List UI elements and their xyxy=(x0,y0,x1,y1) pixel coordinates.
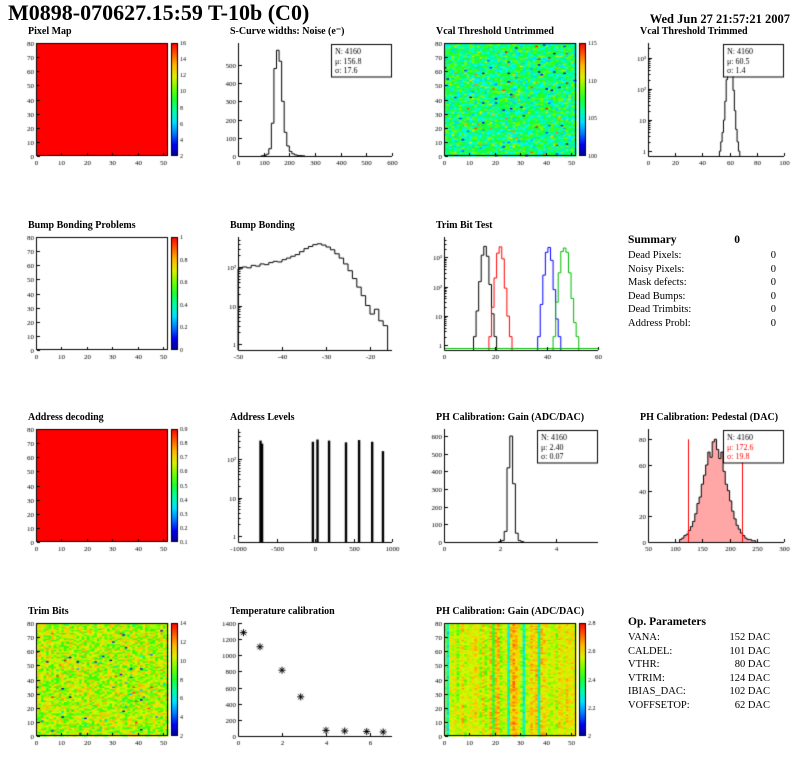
plot-title: Pixel Map xyxy=(28,26,72,37)
bump-problems-canvas xyxy=(8,232,198,364)
summary-row-value: 0 xyxy=(770,304,776,315)
plot-temperature-calibration: Temperature calibration xyxy=(210,606,402,750)
summary-row: Address Probl: 0 xyxy=(628,317,776,331)
plot-title: PH Calibration: Gain (ADC/DAC) xyxy=(436,606,585,617)
op-parameter-label: CALDEL: xyxy=(628,645,673,657)
op-parameter-row: VOFFSETOP: 62 DAC xyxy=(628,699,770,713)
plot-title: Trim Bit Test xyxy=(436,220,493,231)
summary-row-label: Mask defects: xyxy=(628,277,687,288)
plot-title: Bump Bonding xyxy=(230,220,295,231)
summary-row-label: Address Probl: xyxy=(628,317,691,329)
op-parameter-value: 62 DAC xyxy=(734,699,770,711)
plot-pixel-map: Pixel Map xyxy=(8,26,200,170)
op-parameter-row: IBIAS_DAC: 102 DAC xyxy=(628,685,770,699)
summary-row-label: Dead Trimbits: xyxy=(628,304,692,315)
plot-title: Vcal Threshold Trimmed xyxy=(640,26,748,37)
plot-title: Vcal Threshold Untrimmed xyxy=(436,26,554,37)
plot-title: S-Curve widths: Noise (e⁻) xyxy=(230,26,345,37)
scurve-noise-canvas xyxy=(210,38,400,170)
summary-row-label: Dead Pixels: xyxy=(628,250,682,261)
plot-vcal-threshold-trimmed: Vcal Threshold Trimmed xyxy=(620,26,792,170)
summary-title: Summary xyxy=(628,234,677,246)
op-parameter-label: VANA: xyxy=(628,632,660,643)
op-parameter-value: 124 DAC xyxy=(729,672,770,684)
plot-title: Temperature calibration xyxy=(230,606,335,617)
plot-ph-gain-hist: PH Calibration: Gain (ADC/DAC) xyxy=(416,412,608,556)
summary-row: Dead Pixels: 0 xyxy=(628,249,776,263)
timestamp: Wed Jun 27 21:57:21 2007 xyxy=(649,12,790,26)
op-parameter-row: CALDEL: 101 DAC xyxy=(628,645,770,659)
plot-title: Trim Bits xyxy=(28,606,69,617)
summary-total: 0 xyxy=(734,234,740,246)
op-parameters-title: Op. Parameters xyxy=(628,616,706,628)
summary-row: Mask defects: 0 xyxy=(628,276,776,290)
op-parameter-value: 80 DAC xyxy=(734,659,770,670)
trim-bits-canvas xyxy=(8,618,198,750)
ph-pedestal-canvas xyxy=(620,424,792,556)
summary-row-value: 0 xyxy=(770,250,776,261)
plot-title: PH Calibration: Gain (ADC/DAC) xyxy=(436,412,585,423)
summary-row-value: 0 xyxy=(770,277,776,288)
op-parameter-label: VTRIM: xyxy=(628,672,665,684)
plot-bump-bonding: Bump Bonding xyxy=(210,220,402,364)
trim-bit-test-canvas xyxy=(416,232,606,364)
plot-title: PH Calibration: Pedestal (DAC) xyxy=(640,412,779,423)
plot-bump-bonding-problems: Bump Bonding Problems xyxy=(8,220,200,364)
op-parameter-value: 102 DAC xyxy=(729,686,770,697)
plot-title: Address decoding xyxy=(28,412,104,423)
summary-title-row: Summary 0 xyxy=(628,234,740,246)
temperature-canvas xyxy=(210,618,400,750)
plot-trim-bit-test: Trim Bit Test xyxy=(416,220,608,364)
summary-row-value: 0 xyxy=(770,263,776,275)
address-levels-canvas xyxy=(210,424,400,556)
plot-trim-bits-map: Trim Bits xyxy=(8,606,200,750)
page-title: M0898-070627.15:59 T-10b (C0) xyxy=(8,0,310,25)
summary-row: Dead Bumps: 0 xyxy=(628,290,776,304)
vcal-trimmed-canvas xyxy=(620,38,792,170)
summary-row-value: 0 xyxy=(770,317,776,329)
vcal-untrimmed-canvas xyxy=(416,38,606,170)
plot-scurve-noise: S-Curve widths: Noise (e⁻) xyxy=(210,26,402,170)
plot-vcal-threshold-untrimmed: Vcal Threshold Untrimmed xyxy=(416,26,608,170)
op-parameter-row: VTRIM: 124 DAC xyxy=(628,672,770,686)
op-parameters-title-row: Op. Parameters xyxy=(628,616,770,628)
summary-block: Summary 0 Dead Pixels: 0 Noisy Pixels: 0… xyxy=(628,234,776,330)
address-decoding-canvas xyxy=(8,424,198,556)
plot-address-levels: Address Levels xyxy=(210,412,402,556)
op-parameter-value: 101 DAC xyxy=(729,645,770,657)
plot-title: Address Levels xyxy=(230,412,295,423)
op-parameter-row: VANA: 152 DAC xyxy=(628,631,770,645)
plot-address-decoding: Address decoding xyxy=(8,412,200,556)
ph-gain-hist-canvas xyxy=(416,424,606,556)
op-parameter-label: VOFFSETOP: xyxy=(628,699,690,711)
op-parameter-value: 152 DAC xyxy=(729,632,770,643)
summary-row-value: 0 xyxy=(770,290,776,302)
summary-row-label: Noisy Pixels: xyxy=(628,263,685,275)
bump-bonding-canvas xyxy=(210,232,400,364)
summary-row: Dead Trimbits: 0 xyxy=(628,303,776,317)
plot-ph-pedestal: PH Calibration: Pedestal (DAC) xyxy=(620,412,792,556)
op-parameters-block: Op. Parameters VANA: 152 DAC CALDEL: 101… xyxy=(628,616,770,712)
pixel-map-canvas xyxy=(8,38,198,170)
op-parameter-label: VTHR: xyxy=(628,659,660,670)
summary-row-label: Dead Bumps: xyxy=(628,290,686,302)
summary-row: Noisy Pixels: 0 xyxy=(628,263,776,277)
op-parameter-row: VTHR: 80 DAC xyxy=(628,658,770,672)
ph-gain-map-canvas xyxy=(416,618,606,750)
op-parameter-label: IBIAS_DAC: xyxy=(628,686,686,697)
plot-title: Bump Bonding Problems xyxy=(28,220,136,231)
plot-ph-gain-map: PH Calibration: Gain (ADC/DAC) xyxy=(416,606,608,750)
